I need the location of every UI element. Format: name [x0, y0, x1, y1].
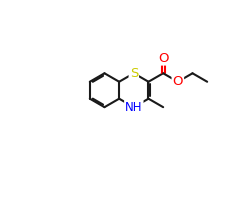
Text: O: O: [158, 52, 168, 65]
Text: S: S: [130, 67, 138, 80]
Text: O: O: [173, 75, 183, 88]
Text: NH: NH: [125, 101, 143, 114]
